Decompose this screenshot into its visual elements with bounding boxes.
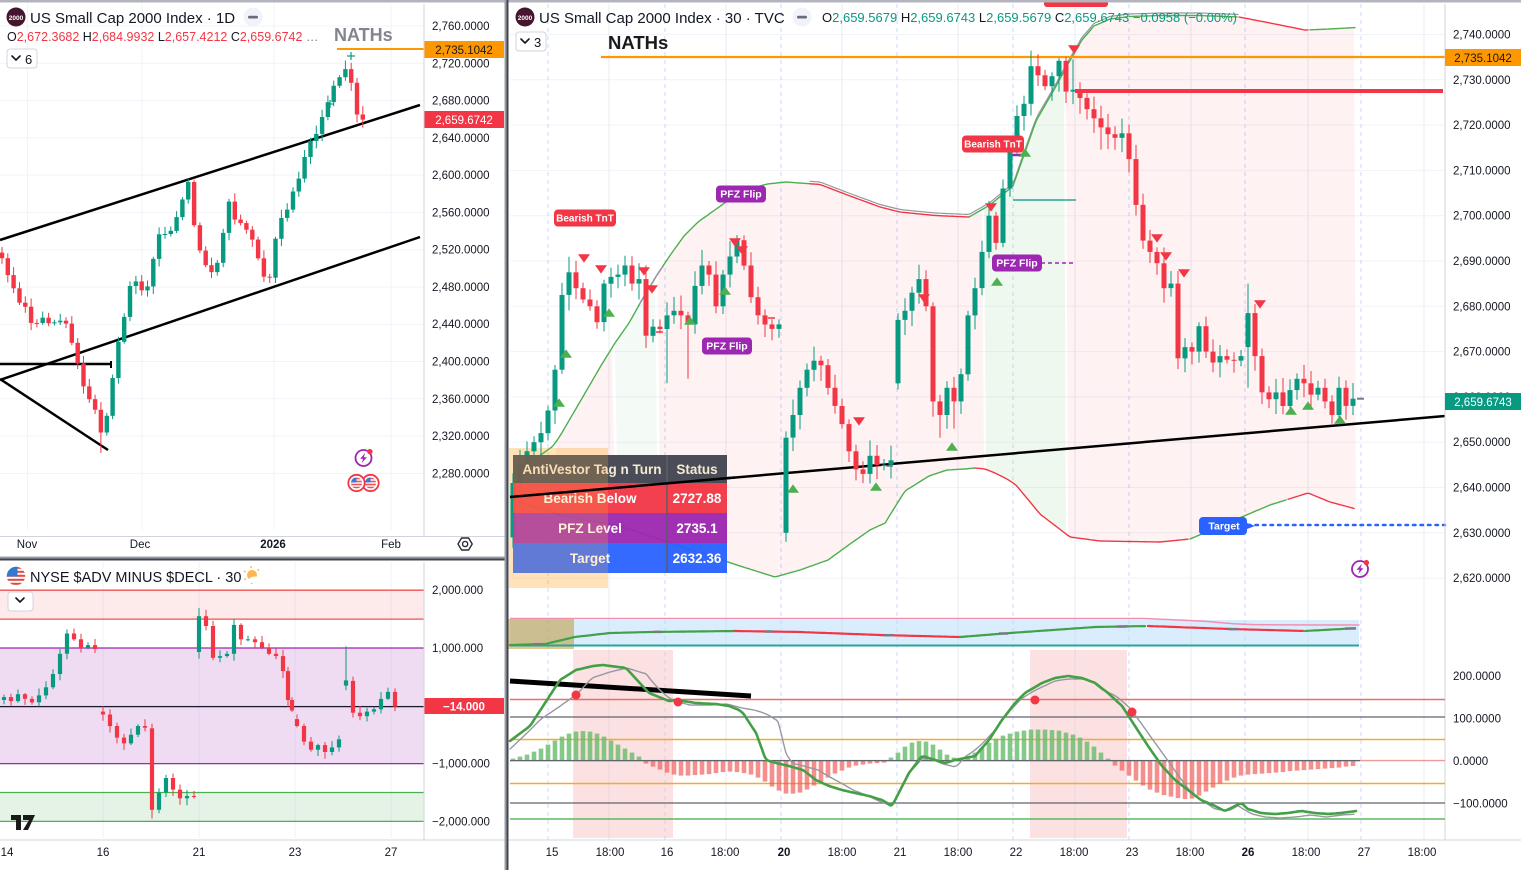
- svg-text:2,400.0000: 2,400.0000: [432, 357, 490, 369]
- svg-text:22: 22: [1010, 847, 1023, 859]
- svg-text:Nov: Nov: [17, 539, 38, 551]
- svg-text:2,000.000: 2,000.000: [432, 585, 483, 597]
- svg-text:1,000.000: 1,000.000: [432, 643, 483, 655]
- svg-text:6: 6: [25, 52, 32, 67]
- svg-text:O2,659.5679 H2,659.6743 L2,659: O2,659.5679 H2,659.6743 L2,659.5679 C2,6…: [822, 10, 1237, 25]
- svg-text:2,520.0000: 2,520.0000: [432, 245, 490, 257]
- svg-text:−2,000.000: −2,000.000: [432, 816, 490, 828]
- svg-text:US Small Cap 2000 Index · 1D: US Small Cap 2000 Index · 1D: [30, 10, 235, 27]
- svg-text:Feb: Feb: [381, 539, 401, 551]
- svg-text:2,650.0000: 2,650.0000: [1453, 437, 1511, 449]
- svg-text:2000: 2000: [518, 15, 533, 22]
- svg-text:2,690.0000: 2,690.0000: [1453, 256, 1511, 268]
- svg-text:2,710.0000: 2,710.0000: [1453, 165, 1511, 177]
- svg-text:O2,672.3682 H2,684.9932 L2,657: O2,672.3682 H2,684.9932 L2,657.4212 C2,6…: [7, 30, 318, 44]
- svg-text:18:00: 18:00: [1292, 847, 1321, 859]
- svg-text:2,560.0000: 2,560.0000: [432, 207, 490, 219]
- svg-text:2,670.0000: 2,670.0000: [1453, 347, 1511, 359]
- svg-text:27: 27: [385, 847, 398, 859]
- svg-text:2,600.0000: 2,600.0000: [432, 170, 490, 182]
- svg-text:2,659.6742: 2,659.6742: [435, 115, 493, 127]
- svg-text:NATHs: NATHs: [608, 32, 668, 53]
- svg-text:2,360.0000: 2,360.0000: [432, 394, 490, 406]
- svg-text:NYSE $ADV MINUS $DECL · 30: NYSE $ADV MINUS $DECL · 30: [30, 570, 241, 586]
- svg-text:2,320.0000: 2,320.0000: [432, 431, 490, 443]
- svg-text:18:00: 18:00: [944, 847, 973, 859]
- svg-text:18:00: 18:00: [1176, 847, 1205, 859]
- svg-text:18:00: 18:00: [1060, 847, 1089, 859]
- svg-text:16: 16: [97, 847, 110, 859]
- svg-text:27: 27: [1358, 847, 1371, 859]
- svg-text:20: 20: [778, 847, 791, 859]
- svg-text:Target: Target: [1208, 521, 1240, 533]
- svg-text:2,630.0000: 2,630.0000: [1453, 528, 1511, 540]
- svg-text:2,480.0000: 2,480.0000: [432, 282, 490, 294]
- svg-text:23: 23: [289, 847, 302, 859]
- svg-text:18:00: 18:00: [711, 847, 740, 859]
- svg-text:2,735.1042: 2,735.1042: [1454, 53, 1512, 65]
- svg-text:Dec: Dec: [130, 539, 151, 551]
- svg-text:PFZ Level: PFZ Level: [558, 521, 622, 536]
- svg-text:2,720.0000: 2,720.0000: [432, 58, 490, 70]
- svg-text:PFZ Flip: PFZ Flip: [996, 258, 1037, 270]
- svg-text:2,740.0000: 2,740.0000: [1453, 30, 1511, 42]
- svg-text:2,640.0000: 2,640.0000: [432, 133, 490, 145]
- svg-text:2,730.0000: 2,730.0000: [1453, 75, 1511, 87]
- svg-text:NATHs: NATHs: [334, 25, 393, 45]
- svg-text:26: 26: [1242, 847, 1255, 859]
- svg-text:16: 16: [661, 847, 674, 859]
- svg-text:−1,000.000: −1,000.000: [432, 759, 490, 771]
- svg-text:2,735.1042: 2,735.1042: [435, 45, 493, 57]
- svg-text:2,680.0000: 2,680.0000: [432, 96, 490, 108]
- svg-text:21: 21: [894, 847, 907, 859]
- svg-text:Bearish Below: Bearish Below: [543, 491, 637, 506]
- svg-text:200.0000: 200.0000: [1453, 671, 1501, 683]
- svg-text:2727.88: 2727.88: [673, 491, 722, 506]
- svg-text:−100.0000: −100.0000: [1453, 799, 1508, 811]
- svg-text:0.0000: 0.0000: [1453, 756, 1488, 768]
- svg-text:21: 21: [193, 847, 206, 859]
- svg-text:Bearish TnT: Bearish TnT: [556, 214, 614, 225]
- svg-text:2632.36: 2632.36: [673, 551, 722, 566]
- svg-text:Target: Target: [570, 551, 611, 566]
- svg-text:18:00: 18:00: [1408, 847, 1437, 859]
- svg-text:2,620.0000: 2,620.0000: [1453, 573, 1511, 585]
- svg-text:15: 15: [546, 847, 559, 859]
- svg-text:PFZ Flip: PFZ Flip: [706, 341, 747, 353]
- svg-text:Bearish TnT: Bearish TnT: [964, 140, 1022, 151]
- svg-text:2026: 2026: [260, 539, 286, 551]
- svg-text:AntiVestor Tag n Turn: AntiVestor Tag n Turn: [522, 462, 661, 477]
- svg-text:−14.000: −14.000: [443, 702, 485, 714]
- svg-text:2,700.0000: 2,700.0000: [1453, 211, 1511, 223]
- svg-text:2,720.0000: 2,720.0000: [1453, 120, 1511, 132]
- svg-text:2,640.0000: 2,640.0000: [1453, 483, 1511, 495]
- svg-text:14: 14: [1, 847, 14, 859]
- svg-text:2,760.0000: 2,760.0000: [432, 21, 490, 33]
- svg-text:Status: Status: [676, 462, 717, 477]
- svg-text:2,680.0000: 2,680.0000: [1453, 301, 1511, 313]
- svg-text:PFZ Flip: PFZ Flip: [720, 189, 761, 201]
- svg-text:2,440.0000: 2,440.0000: [432, 319, 490, 331]
- svg-text:2000: 2000: [9, 15, 24, 22]
- svg-text:US Small Cap 2000 Index · 30 ·: US Small Cap 2000 Index · 30 · TVC: [539, 10, 785, 27]
- svg-text:23: 23: [1126, 847, 1139, 859]
- svg-text:18:00: 18:00: [828, 847, 857, 859]
- svg-text:2735.1: 2735.1: [676, 521, 718, 536]
- svg-text:2,280.0000: 2,280.0000: [432, 468, 490, 480]
- svg-text:100.0000: 100.0000: [1453, 714, 1501, 726]
- svg-text:3: 3: [534, 35, 541, 50]
- svg-text:2,659.6743: 2,659.6743: [1454, 397, 1512, 409]
- svg-text:18:00: 18:00: [596, 847, 625, 859]
